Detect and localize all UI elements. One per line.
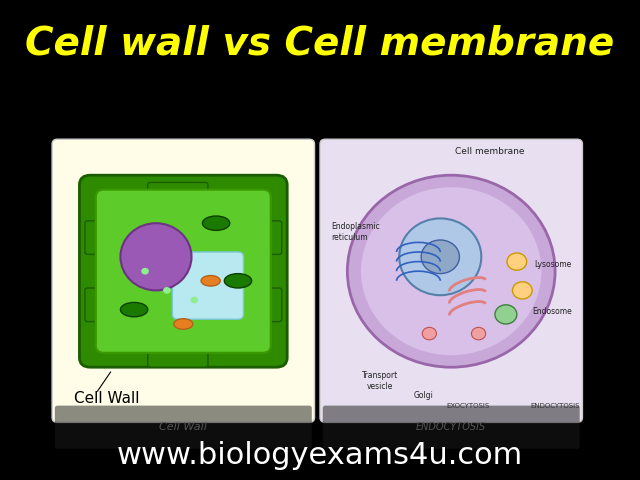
Text: Lysosome: Lysosome	[534, 260, 572, 269]
Text: Golgi: Golgi	[414, 391, 434, 400]
FancyBboxPatch shape	[148, 182, 208, 202]
FancyBboxPatch shape	[85, 221, 109, 254]
FancyBboxPatch shape	[257, 288, 282, 322]
FancyBboxPatch shape	[85, 288, 109, 322]
Ellipse shape	[173, 319, 193, 329]
Ellipse shape	[201, 276, 220, 286]
Text: Cell Wall: Cell Wall	[159, 422, 207, 432]
FancyBboxPatch shape	[96, 190, 271, 353]
Text: Cell membrane: Cell membrane	[455, 146, 524, 156]
Circle shape	[421, 240, 460, 274]
Text: Transport
vesicle: Transport vesicle	[362, 372, 398, 391]
FancyBboxPatch shape	[79, 175, 287, 367]
Text: Endosome: Endosome	[532, 307, 572, 316]
Ellipse shape	[120, 223, 191, 290]
Text: Endoplasmic
reticulum: Endoplasmic reticulum	[331, 222, 380, 242]
Text: www.biologyexams4u.com: www.biologyexams4u.com	[117, 442, 523, 470]
FancyBboxPatch shape	[257, 221, 282, 254]
Text: Cell wall vs Cell membrane: Cell wall vs Cell membrane	[26, 24, 614, 62]
Circle shape	[507, 253, 527, 270]
Circle shape	[513, 282, 532, 299]
FancyBboxPatch shape	[172, 252, 243, 319]
Circle shape	[141, 268, 149, 275]
Ellipse shape	[202, 216, 230, 230]
Ellipse shape	[399, 218, 481, 295]
Circle shape	[422, 327, 436, 340]
Text: ENDOCYTOSIS: ENDOCYTOSIS	[531, 403, 580, 409]
FancyBboxPatch shape	[148, 348, 208, 367]
Circle shape	[472, 327, 486, 340]
Ellipse shape	[348, 175, 555, 367]
Circle shape	[495, 305, 517, 324]
Text: ENDOCYTOSIS: ENDOCYTOSIS	[416, 422, 486, 432]
Ellipse shape	[361, 187, 541, 355]
Ellipse shape	[120, 302, 148, 317]
Text: Cell Wall: Cell Wall	[74, 391, 140, 406]
Text: EXOCYTOSIS: EXOCYTOSIS	[446, 403, 489, 409]
FancyBboxPatch shape	[55, 406, 312, 449]
FancyBboxPatch shape	[52, 139, 314, 422]
Ellipse shape	[224, 274, 252, 288]
FancyBboxPatch shape	[320, 139, 582, 422]
FancyBboxPatch shape	[323, 406, 580, 449]
Circle shape	[191, 297, 198, 303]
Circle shape	[163, 287, 171, 294]
